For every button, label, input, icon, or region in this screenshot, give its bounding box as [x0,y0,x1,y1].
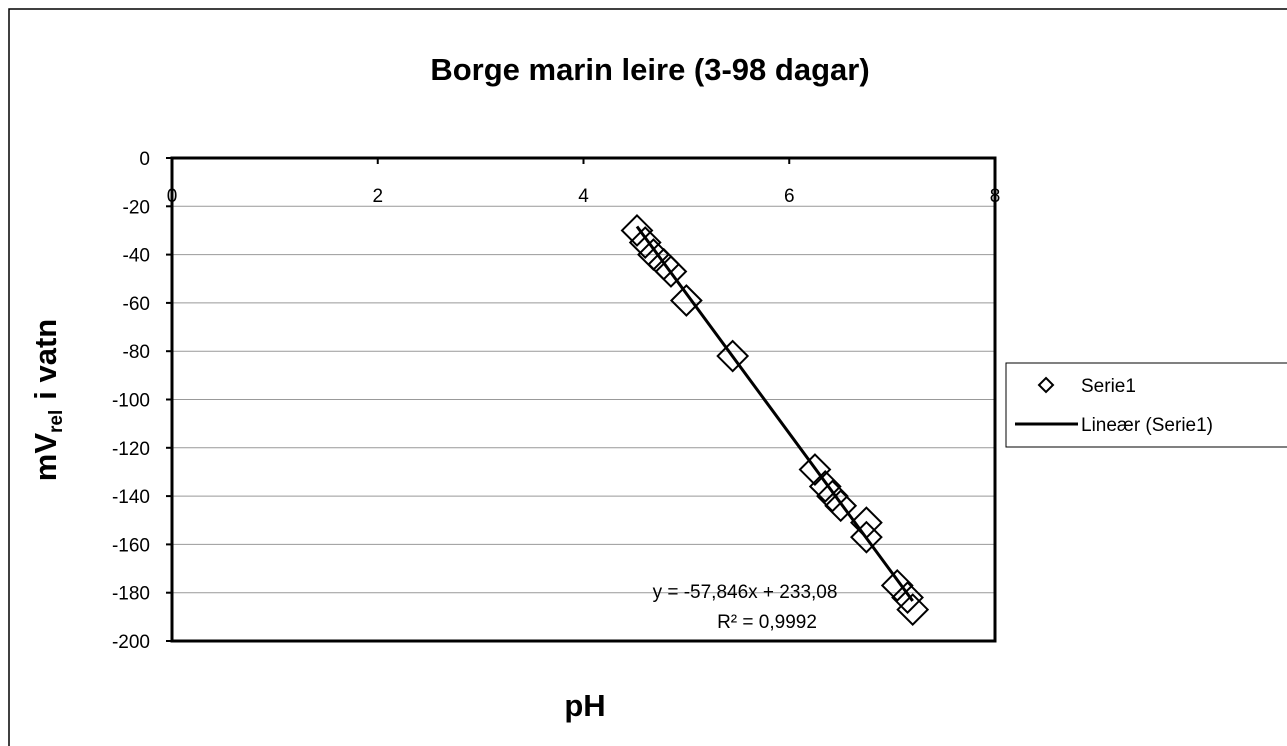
marker [849,520,883,554]
marker [654,255,688,288]
y-tick-label: -200 [112,632,150,653]
y-axis-title-rest: i vatn [28,319,63,400]
marker [669,284,703,317]
x-tick-label: 4 [578,186,589,207]
marker [824,489,858,523]
y-axis-title-sub: rel [46,410,67,433]
legend-label: Serie1 [1081,376,1136,397]
legend-marker [1037,376,1055,394]
legend-label: Lineær (Serie1) [1081,415,1213,436]
x-tick-label: 2 [372,186,383,207]
y-tick-label: 0 [139,149,150,170]
marker [716,339,750,373]
y-tick-label: -120 [112,439,150,460]
y-axis-title-main: mV [28,433,63,482]
marker [628,226,662,259]
marker [816,479,849,513]
marker [798,453,832,486]
y-tick-label: -40 [123,246,150,267]
r2-label: R² = 0,9992 [717,612,817,633]
equation-label: y = -57,846x + 233,08 [653,582,838,603]
marker [808,470,842,503]
y-tick-label: -180 [112,584,150,605]
x-tick-label: 0 [167,186,178,207]
legend-box [1005,362,1287,448]
y-axis-title: mVrel i vatn [28,319,67,481]
y-tick-label: -80 [123,342,150,363]
marker [891,581,924,614]
x-tick-label: 6 [784,186,795,207]
marker [620,214,654,247]
marker [849,506,883,540]
y-tick-label: -20 [123,197,150,218]
x-tick-label: 8 [990,186,1001,207]
x-axis-title: pH [564,688,605,723]
y-tick-label: -60 [123,294,150,315]
marker [896,593,930,627]
y-tick-label: -100 [112,391,150,412]
marker [880,569,914,602]
y-tick-label: -140 [112,487,150,508]
y-tick-label: -160 [112,535,150,556]
chart-title: Borge marin leire (3-98 dagar) [430,52,869,87]
